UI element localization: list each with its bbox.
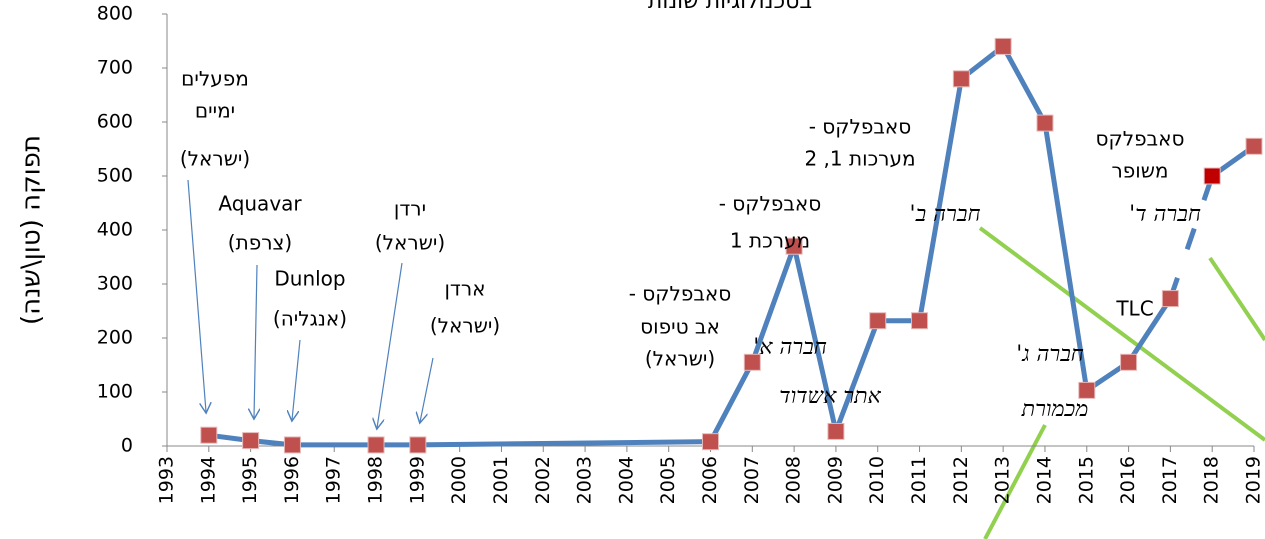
marker: [1120, 353, 1138, 371]
annotation: (צרפת): [228, 231, 292, 255]
x-tick-label: 1999: [406, 456, 428, 504]
x-tick-label: 2014: [1033, 456, 1055, 504]
handwritten-note: חברה ד': [1129, 202, 1201, 227]
x-tick-label: 2008: [783, 456, 805, 504]
annotation: מערכות 1, 2: [804, 147, 915, 171]
annotation: TLC: [1115, 297, 1153, 321]
x-tick-label: 2002: [532, 456, 554, 504]
line-segment: [749, 243, 797, 365]
x-tick-label: 2019: [1243, 456, 1265, 504]
marker: [911, 312, 929, 330]
marker: [200, 426, 218, 444]
x-tick-label: 2013: [992, 456, 1014, 504]
arrows: [187, 179, 434, 428]
annotation: (אנגליה): [273, 307, 347, 331]
annotation: משופר: [1112, 159, 1169, 183]
marker: [994, 37, 1012, 55]
annotation: ירדן: [394, 197, 426, 221]
x-tick-label: 2009: [824, 456, 846, 504]
x-tick-label: 2015: [1075, 456, 1097, 504]
x-tick-label: 2016: [1117, 456, 1139, 504]
marker: [283, 436, 301, 454]
annotation: Aquavar: [218, 192, 302, 216]
x-tick-label: 2004: [615, 456, 637, 504]
marker: [702, 433, 719, 451]
y-tick-label: 400: [97, 219, 133, 241]
marker: [1036, 114, 1054, 132]
annotation: (ישראל): [645, 347, 715, 371]
x-tick-label: 2005: [657, 456, 679, 504]
annotation: (ישראל): [430, 314, 500, 338]
annotation: ימיים: [195, 99, 235, 123]
marker: [367, 436, 385, 454]
handwritten-note: אתר אשדוד: [779, 384, 881, 409]
marker: [1203, 167, 1221, 185]
line-segment: [1000, 43, 1048, 126]
marker: [1078, 381, 1096, 399]
x-tick-label: 2001: [490, 456, 512, 504]
annotation: Dunlop: [274, 267, 345, 291]
line-segment: [708, 359, 755, 445]
annotation: סאבפלקס: [1096, 127, 1185, 151]
x-tick-label: 2017: [1159, 456, 1181, 504]
line-segment: [833, 318, 881, 434]
annotation: (ישראל): [180, 147, 250, 171]
line-segment: [917, 76, 964, 324]
y-axis-label: תפוקה (טון\שנה): [17, 135, 47, 325]
x-tick-label: 2000: [448, 456, 470, 504]
x-tick-label: 2006: [699, 456, 721, 504]
line-segment: [415, 439, 713, 448]
x-tick-label: 2011: [908, 456, 930, 504]
x-tick-label: 2012: [950, 456, 972, 504]
annotation: סאבפלקס -: [719, 192, 822, 216]
handwritten-note: מכמורת: [1021, 397, 1089, 422]
green-lines: [978, 226, 1265, 539]
annotation: מפעלים: [181, 67, 249, 91]
annotation: ארדן: [444, 277, 485, 301]
line-segment: [1042, 120, 1090, 393]
line-segment: [791, 243, 839, 434]
x-tick-label: 1998: [365, 456, 387, 504]
annotation: סאבפלקס -: [629, 282, 732, 306]
marker: [1245, 137, 1263, 155]
y-tick-label: 500: [97, 165, 133, 187]
x-tick-label: 1994: [197, 456, 219, 504]
line-segment: [1126, 296, 1173, 365]
y-tick-label: 200: [97, 327, 133, 349]
annotation: אב טיפוס: [640, 315, 720, 339]
annotation: סאבפלקס -: [809, 115, 912, 139]
marker: [869, 312, 887, 330]
handwritten-note: חברה ב': [910, 202, 981, 227]
annotation: (ישראל): [375, 231, 445, 255]
marker: [409, 436, 427, 454]
handwritten-note: חברה ג': [1016, 342, 1084, 367]
y-tick-label: 100: [97, 381, 133, 403]
x-tick-label: 1993: [156, 456, 178, 504]
line-segment: [1168, 175, 1215, 300]
marker: [1161, 290, 1179, 308]
x-tick-label: 1996: [281, 456, 303, 504]
marker: [952, 70, 970, 88]
x-tick-label: 2018: [1201, 456, 1223, 504]
annotation: מערכת 1: [730, 229, 810, 253]
handwritten-note: חברה א': [753, 335, 827, 360]
y-tick-label: 800: [97, 3, 133, 25]
marker: [827, 422, 845, 440]
x-tick-label: 1997: [323, 456, 345, 504]
y-tick-label: 600: [97, 111, 133, 133]
x-tick-label: 2007: [741, 456, 763, 504]
x-tick-label: 2010: [866, 456, 888, 504]
chart-title: בטכנולוגיות שונות: [648, 0, 812, 14]
y-tick-label: 300: [97, 273, 133, 295]
y-tick-label: 0: [121, 435, 133, 457]
marker: [743, 353, 761, 371]
marker: [785, 237, 803, 255]
x-tick-label: 2003: [574, 456, 596, 504]
x-tick-label: 1995: [239, 456, 261, 504]
y-tick-label: 700: [97, 57, 133, 79]
marker: [242, 432, 260, 450]
